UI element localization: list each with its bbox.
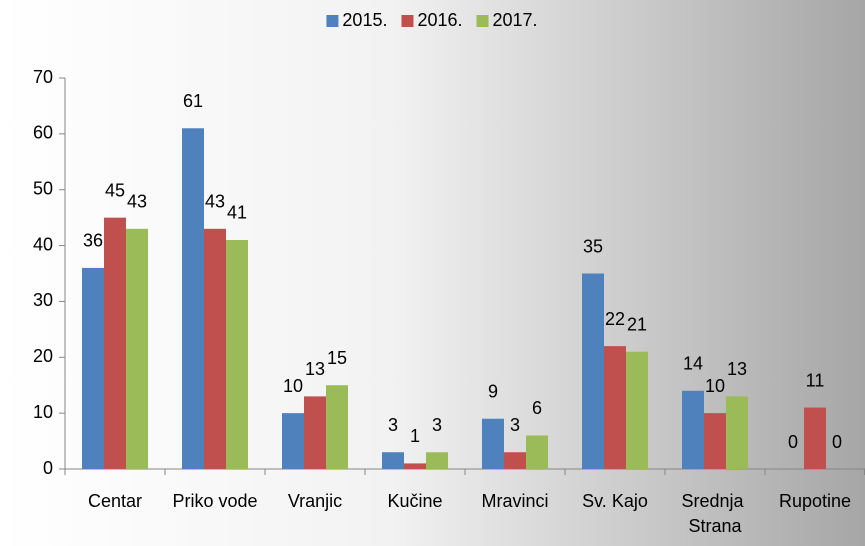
x-tick-label: Srednja Strana — [681, 491, 748, 536]
data-label: 13 — [305, 359, 325, 379]
x-tick-label: Rupotine — [779, 491, 851, 511]
bar — [504, 452, 526, 469]
y-tick-label: 40 — [33, 234, 53, 254]
data-label: 0 — [832, 432, 842, 452]
bar — [226, 239, 248, 469]
bar — [126, 228, 148, 469]
legend-label: 2017. — [493, 10, 538, 30]
data-label: 14 — [683, 354, 703, 374]
data-label: 0 — [788, 432, 798, 452]
data-label: 9 — [488, 381, 498, 401]
y-tick-label: 30 — [33, 290, 53, 310]
data-label: 35 — [583, 236, 603, 256]
x-tick-label: Vranjic — [288, 491, 342, 511]
data-label: 43 — [127, 192, 147, 212]
data-label: 15 — [327, 348, 347, 368]
bar — [626, 351, 648, 469]
data-label: 21 — [627, 314, 647, 334]
data-label: 6 — [532, 398, 542, 418]
legend-swatch — [476, 15, 489, 27]
data-label: 36 — [83, 231, 103, 251]
y-tick-label: 60 — [33, 123, 53, 143]
bar — [104, 217, 126, 469]
bar — [682, 390, 704, 469]
bar — [804, 407, 826, 469]
data-label: 13 — [727, 359, 747, 379]
data-label: 1 — [410, 426, 420, 446]
legend-swatch — [326, 15, 339, 27]
bar — [382, 452, 404, 469]
bar — [726, 396, 748, 469]
data-label: 61 — [183, 91, 203, 111]
x-tick-label: Mravinci — [481, 491, 548, 511]
bar — [526, 435, 548, 469]
data-label: 41 — [227, 203, 247, 223]
data-label: 3 — [388, 415, 398, 435]
data-label: 22 — [605, 309, 625, 329]
data-label: 10 — [283, 376, 303, 396]
bar — [282, 413, 304, 469]
bar — [604, 346, 626, 469]
bar — [304, 396, 326, 469]
data-label: 3 — [432, 415, 442, 435]
y-tick-label: 70 — [33, 67, 53, 87]
x-tick-label: Priko vode — [172, 491, 257, 511]
legend-swatch — [401, 15, 414, 27]
x-tick-label: Kučine — [387, 491, 442, 511]
y-tick-label: 10 — [33, 402, 53, 422]
y-tick-label: 50 — [33, 178, 53, 198]
y-tick-label: 20 — [33, 346, 53, 366]
data-label: 45 — [105, 180, 125, 200]
data-label: 11 — [806, 370, 825, 390]
bar — [326, 385, 348, 469]
bar — [182, 128, 204, 469]
x-tick-label: Centar — [88, 491, 142, 511]
y-tick-label: 0 — [43, 458, 53, 478]
bar — [704, 413, 726, 469]
legend-label: 2016. — [417, 10, 462, 30]
data-label: 43 — [205, 192, 225, 212]
bar — [404, 463, 426, 469]
legend-label: 2015. — [342, 10, 387, 30]
bar — [82, 267, 104, 469]
data-label: 10 — [705, 376, 725, 396]
bar — [426, 452, 448, 469]
x-tick-label: Sv. Kajo — [582, 491, 648, 511]
bar — [482, 418, 504, 469]
bar — [582, 273, 604, 469]
data-label: 3 — [510, 415, 520, 435]
bar — [204, 228, 226, 469]
